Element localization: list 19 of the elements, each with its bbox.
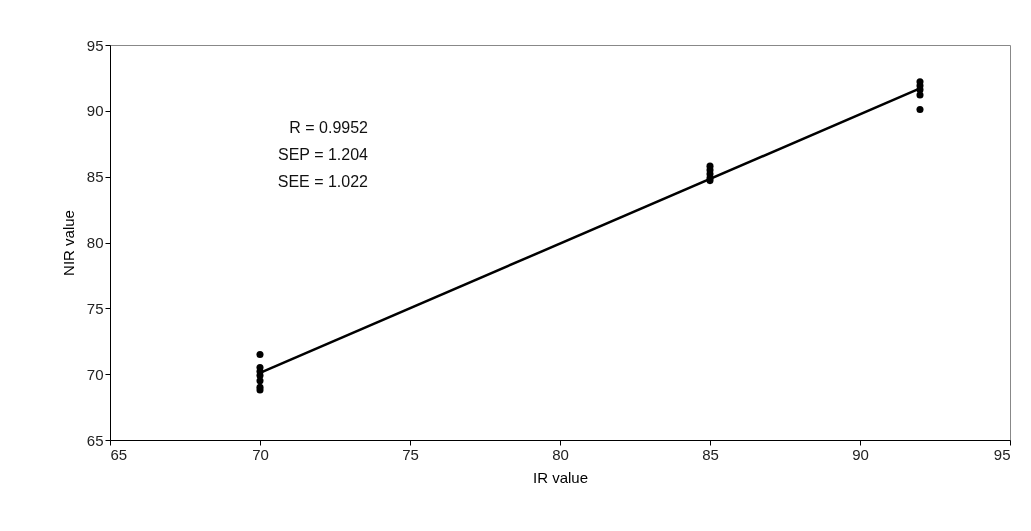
x-tick-label: 75 xyxy=(402,445,419,463)
y-tick-label: 80 xyxy=(86,234,104,251)
y-axis-title: NIR value xyxy=(59,210,77,276)
x-axis-title: IR value xyxy=(532,468,589,486)
annotation: R = 0.9952 xyxy=(289,119,369,136)
x-tick-label: 65 xyxy=(110,445,128,463)
y-tick-label: 70 xyxy=(86,365,104,383)
y-tick-label: 65 xyxy=(86,431,104,449)
y-tick-label: 85 xyxy=(86,168,104,186)
annotation: SEP = 1.204 xyxy=(278,146,369,163)
x-tick-label: 85 xyxy=(702,445,719,463)
y-tick-label: 90 xyxy=(86,102,104,120)
y-tick-label: 95 xyxy=(86,36,104,54)
x-tick-label: 95 xyxy=(993,445,1011,463)
annotation: SEE = 1.022 xyxy=(277,173,369,190)
x-tick-label: 80 xyxy=(552,445,569,463)
x-tick-label: 70 xyxy=(252,445,269,463)
y-tick-label: 75 xyxy=(86,299,104,317)
x-tick-label: 90 xyxy=(852,445,869,463)
